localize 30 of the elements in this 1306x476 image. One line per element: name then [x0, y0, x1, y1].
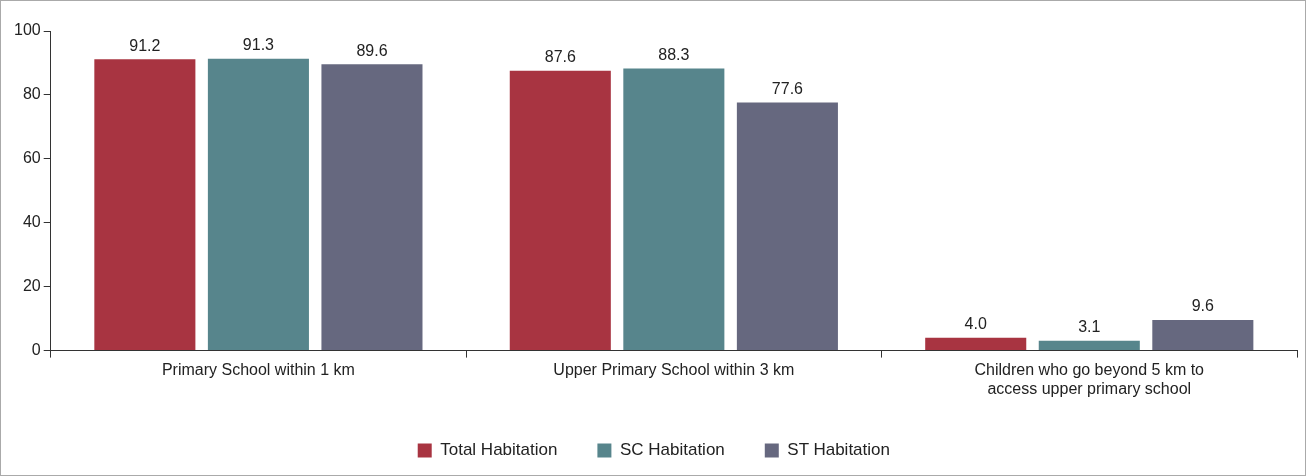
y-tick-label: 20	[22, 277, 41, 295]
legend-label: ST Habitation	[787, 440, 890, 460]
bar	[1152, 319, 1254, 351]
data-label: 89.6	[356, 41, 388, 59]
bar	[925, 337, 1027, 351]
legend-label: Total Habitation	[440, 440, 558, 460]
data-label: 77.6	[771, 80, 804, 97]
data-label: 87.6	[544, 48, 576, 66]
legend-label: SC Habitation	[619, 440, 725, 460]
data-label: 3.1	[1078, 318, 1101, 336]
data-label: 91.2	[129, 36, 161, 54]
bar	[94, 59, 196, 351]
x-tick-label: Upper Primary School within 3 km	[553, 360, 795, 378]
bar	[623, 68, 725, 351]
y-tick-label: 60	[22, 149, 41, 167]
x-tick-label: Primary School within 1 km	[161, 360, 355, 378]
bar	[321, 64, 423, 351]
y-tick-label: 40	[22, 213, 41, 231]
y-tick-label: 0	[31, 341, 41, 359]
data-label: 88.3	[658, 45, 690, 63]
data-label: 9.6	[1191, 297, 1215, 315]
y-tick-label: 80	[22, 85, 41, 103]
bar	[207, 58, 309, 351]
data-label: 91.3	[242, 36, 275, 54]
bar	[1038, 340, 1140, 351]
x-tick-label: Children who go beyond 5 km to access upper primary school	[974, 360, 1205, 397]
bar	[509, 70, 611, 351]
data-label: 4.0	[964, 315, 987, 333]
y-tick-label: 100	[13, 21, 41, 39]
bar	[736, 102, 838, 351]
